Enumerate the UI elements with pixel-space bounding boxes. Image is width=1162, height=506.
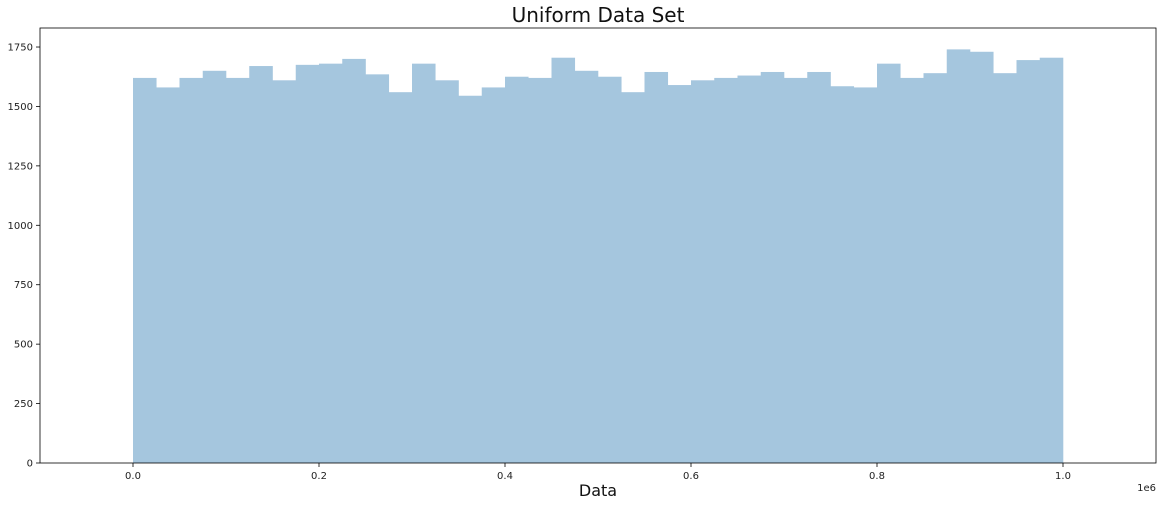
histogram-bar — [598, 76, 622, 464]
histogram-bar — [295, 64, 320, 463]
y-tick-label: 500 — [14, 340, 33, 351]
histogram-bar — [760, 71, 785, 464]
histogram-bar — [737, 75, 762, 463]
x-tick-label: 0.6 — [683, 471, 699, 482]
plot-frame — [39, 27, 1157, 464]
histogram-bar — [1039, 57, 1064, 464]
x-tick-label: 0.2 — [311, 471, 327, 482]
histogram-bar — [528, 77, 552, 463]
x-tick-label: 0.4 — [497, 471, 513, 482]
histogram-bar — [319, 63, 343, 464]
chart-title: Uniform Data Set — [512, 3, 685, 27]
histogram-bar — [1016, 60, 1041, 464]
histogram-bar — [853, 87, 878, 463]
histogram-bar — [667, 85, 692, 463]
histogram-bar — [923, 73, 948, 463]
histogram-bar — [226, 77, 250, 463]
histogram-bar — [179, 77, 204, 463]
y-tick-label: 0 — [27, 459, 33, 470]
histogram-bar — [156, 87, 180, 463]
bars-group — [133, 49, 1064, 464]
histogram-bar — [458, 95, 483, 463]
y-tick-label: 250 — [14, 399, 33, 410]
histogram-bar — [202, 70, 227, 463]
histogram-bar — [505, 76, 529, 464]
histogram-bar — [784, 77, 808, 463]
x-tick-label: 0.0 — [125, 471, 141, 482]
x-axis-ticks: 0.0 0.2 0.4 0.6 0.8 1.0 — [125, 463, 1071, 482]
y-tick-label: 1750 — [8, 43, 33, 54]
x-tick-label: 0.8 — [869, 471, 885, 482]
histogram-bar — [691, 80, 715, 464]
y-tick-label: 1500 — [8, 102, 33, 113]
histogram-bar — [714, 77, 738, 463]
y-axis-ticks: 0 250 500 750 1000 1250 1500 1750 — [8, 43, 40, 470]
histogram-bar — [388, 92, 413, 463]
histogram-bar — [946, 49, 971, 464]
histogram-bar — [993, 73, 1017, 463]
histogram-bar — [272, 80, 297, 464]
histogram-bar — [133, 77, 157, 463]
y-tick-label: 750 — [14, 280, 33, 291]
histogram-bar — [877, 63, 901, 464]
histogram-bar — [574, 70, 599, 463]
histogram-bar — [412, 63, 436, 464]
histogram-bar — [807, 71, 831, 464]
histogram-bar — [900, 77, 924, 463]
histogram-bar — [621, 92, 645, 463]
histogram-bar — [551, 57, 576, 464]
histogram-bar — [644, 71, 669, 464]
histogram-bar — [342, 58, 366, 463]
x-axis-label: Data — [579, 481, 617, 500]
histogram-bar — [970, 51, 994, 463]
histogram-bar — [481, 87, 506, 463]
x-tick-label: 1.0 — [1055, 471, 1071, 482]
y-tick-label: 1250 — [8, 161, 33, 172]
x-axis-offset-label: 1e6 — [1137, 483, 1156, 494]
histogram-bar — [249, 66, 273, 464]
histogram-bar — [365, 74, 390, 463]
histogram-bar — [830, 86, 855, 463]
histogram-bar — [435, 80, 459, 464]
y-tick-label: 1000 — [8, 221, 33, 232]
